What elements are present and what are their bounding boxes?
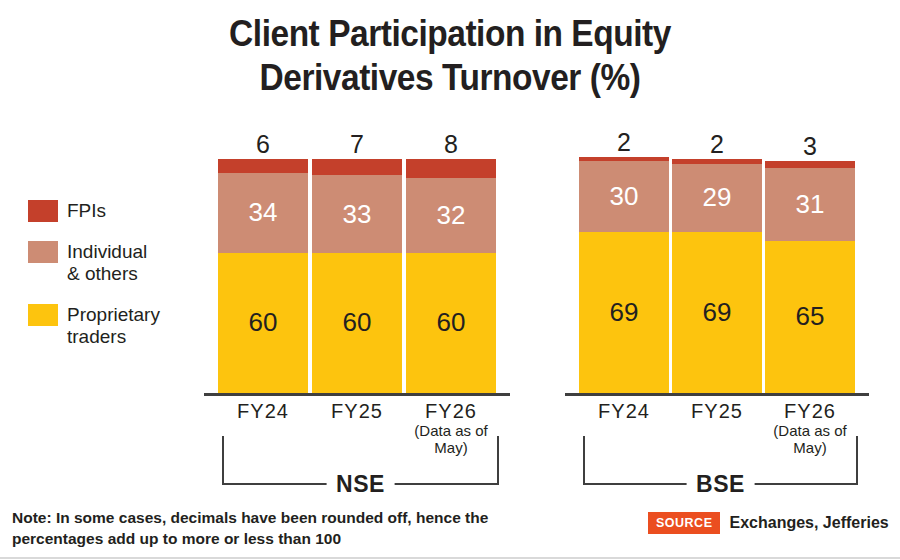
legend-item-fpis: FPIs <box>28 200 160 222</box>
bar-value-fpis: 6 <box>218 131 308 159</box>
source-text: Exchanges, Jefferies <box>729 514 888 532</box>
stacked-bar: 8 32 60 <box>406 131 496 393</box>
stacked-bar: 2 30 69 <box>579 129 669 393</box>
bar-value-proprietary: 60 <box>437 307 466 338</box>
stacked-bar: 6 34 60 <box>218 131 308 393</box>
bar-value-individual: 32 <box>437 200 466 231</box>
legend-label: Individual & others <box>67 241 147 285</box>
bottom-divider <box>0 557 900 559</box>
bar-segment-proprietary: 60 <box>406 253 496 393</box>
bar-value-proprietary: 60 <box>343 307 372 338</box>
bar-value-individual: 30 <box>610 181 639 212</box>
chart-group-bse: 230692296933165 FY24FY25FY26(Data as of … <box>565 127 869 507</box>
category-label: FY25 <box>672 400 762 422</box>
source-row: SOURCE Exchanges, Jefferies <box>648 512 889 534</box>
bar-value-individual: 31 <box>796 189 825 220</box>
bar-segment-individual: 34 <box>218 173 308 253</box>
bar-segment-individual: 32 <box>406 178 496 253</box>
stacked-bar: 7 33 60 <box>312 131 402 393</box>
bar-value-proprietary: 60 <box>249 307 278 338</box>
bar-value-fpis: 3 <box>765 133 855 161</box>
legend-item-individual: Individual & others <box>28 241 160 285</box>
legend-item-proprietary: Proprietary traders <box>28 304 160 348</box>
bar-segment-individual: 33 <box>312 175 402 252</box>
chart-title: Client Participation in Equity Derivativ… <box>32 12 869 100</box>
bar-segment-individual: 30 <box>579 161 669 231</box>
group-label-bse: BSE <box>686 471 755 498</box>
category-label: FY26 <box>765 400 855 422</box>
bar-segment-proprietary: 65 <box>765 241 855 393</box>
group-bracket-bse: BSE <box>583 436 858 485</box>
bar-segment-fpis <box>218 159 308 173</box>
bar-segment-individual: 31 <box>765 168 855 241</box>
bar-value-proprietary: 65 <box>796 301 825 332</box>
bar-segment-proprietary: 69 <box>579 232 669 393</box>
group-bracket-nse: NSE <box>222 436 499 485</box>
bar-value-fpis: 2 <box>579 129 669 157</box>
bar-value-proprietary: 69 <box>703 297 732 328</box>
bar-value-fpis: 8 <box>406 131 496 159</box>
bar-value-individual: 29 <box>703 182 732 213</box>
category-label: FY24 <box>579 400 669 422</box>
bar-segment-fpis <box>312 159 402 175</box>
bar-segment-fpis <box>765 161 855 168</box>
stacked-bar: 3 31 65 <box>765 133 855 393</box>
bars-row: 2 30 69 2 29 69 3 31 65 <box>565 127 869 396</box>
category-label: FY25 <box>312 400 402 422</box>
footnote: Note: In some cases, decimals have been … <box>12 507 488 549</box>
bar-segment-individual: 29 <box>672 164 762 232</box>
legend: FPIs Individual & others Proprietary tra… <box>28 200 160 348</box>
bar-segment-proprietary: 60 <box>218 253 308 393</box>
bar-segment-proprietary: 69 <box>672 232 762 393</box>
chart-group-nse: 634607336083260 FY24FY25FY26(Data as of … <box>204 127 510 507</box>
bar-value-proprietary: 69 <box>610 297 639 328</box>
group-label-nse: NSE <box>326 471 395 498</box>
bar-value-fpis: 7 <box>312 131 402 159</box>
legend-swatch-individual <box>28 241 58 263</box>
legend-label: Proprietary traders <box>67 304 160 348</box>
bar-value-individual: 33 <box>343 199 372 230</box>
bar-segment-proprietary: 60 <box>312 253 402 393</box>
stacked-bar: 2 29 69 <box>672 131 762 393</box>
legend-swatch-fpis <box>28 200 58 222</box>
bar-value-fpis: 2 <box>672 131 762 159</box>
bars-row: 6 34 60 7 33 60 8 32 60 <box>204 127 510 396</box>
bar-value-individual: 34 <box>249 197 278 228</box>
category-label: FY24 <box>218 400 308 422</box>
source-badge: SOURCE <box>648 512 720 534</box>
bar-segment-fpis <box>406 159 496 178</box>
legend-swatch-proprietary <box>28 304 58 326</box>
chart-card: Client Participation in Equity Derivativ… <box>0 0 900 560</box>
category-label: FY26 <box>406 400 496 422</box>
legend-label: FPIs <box>67 200 106 222</box>
